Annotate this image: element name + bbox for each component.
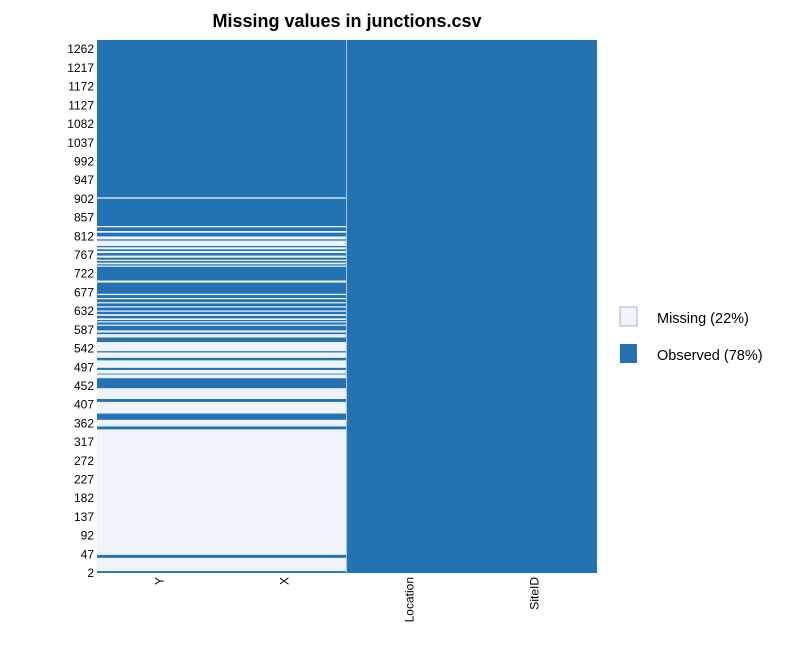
y-tick-label: 182 [74,491,94,505]
missing-band [97,236,346,240]
missing-band [97,297,346,300]
y-tick-label: 497 [74,360,94,374]
missing-band [97,240,346,247]
missing-band [97,401,346,414]
missing-band [97,318,346,321]
missing-band [97,247,346,250]
missing-band [97,310,346,312]
missing-band [97,265,346,267]
y-tick-label: 1127 [68,98,94,112]
missing-band [97,360,346,368]
missing-band [97,231,346,233]
legend-swatch-observed [620,344,637,363]
legend-swatch-missing [619,306,638,327]
y-tick-label: 1217 [67,61,94,75]
y-tick-label: 587 [74,323,94,337]
chart-title: Missing values in junctions.csv [212,11,481,31]
y-tick-label: 92 [81,529,95,543]
missing-band [97,226,346,228]
y-tick-label: 1172 [68,80,94,94]
legend-label-missing: Missing (22%) [657,311,749,327]
y-tick-label: 902 [74,192,94,206]
missing-band [97,429,346,555]
y-tick-label: 992 [74,154,94,168]
x-tick-label: Y [153,577,167,585]
y-tick-label: 857 [74,211,94,225]
missing-band [97,259,346,261]
y-tick-label: 362 [74,416,94,430]
x-tick-labels: Y X Location SiteID [153,577,542,623]
heatmap-cells [97,40,597,573]
y-tick-label: 227 [74,473,94,487]
missing-band [97,352,346,358]
y-tick-label: 722 [74,267,94,281]
missing-band [97,302,346,304]
missing-band [97,197,346,199]
y-tick-label: 677 [74,285,94,299]
y-tick-label: 47 [81,547,95,561]
missing-band [97,280,346,283]
y-tick-label: 452 [74,379,94,393]
missing-band [97,388,346,400]
legend: Missing (22%) Observed (78%) [619,306,763,364]
missing-band [97,293,346,296]
y-tick-label: 407 [74,398,94,412]
y-tick-label: 542 [74,342,94,356]
column-separator [346,40,347,573]
y-tick-label: 947 [74,173,94,187]
y-tick-label: 317 [74,435,94,449]
missing-band [97,255,346,258]
y-tick-label: 2 [87,566,94,580]
column-siteid-observed [472,40,597,573]
missing-band [97,557,346,572]
x-tick-label: X [278,577,292,585]
y-tick-label: 632 [74,304,94,318]
missing-band [97,342,346,352]
missing-band [97,419,346,427]
y-tick-label: 1037 [67,136,94,150]
missing-band [97,262,346,265]
legend-label-observed: Observed (78%) [657,348,763,364]
x-tick-label: SiteID [528,577,542,610]
y-tick-label: 137 [74,510,94,524]
y-tick-label: 1262 [67,42,94,56]
missing-band [97,324,346,326]
missing-band [97,334,346,338]
y-tick-label: 767 [74,248,94,262]
missing-band [97,369,346,374]
missing-band [97,330,346,333]
y-tick-label: 272 [74,454,94,468]
column-location-observed [347,40,472,573]
missing-band [97,306,346,308]
y-tick-labels: 1262 1217 1172 1127 1082 1037 992 947 902 857 812 7… [67,42,94,580]
missing-band [97,250,346,254]
x-tick-label: Location [403,577,417,622]
missing-band [97,321,346,323]
missing-band [97,314,346,316]
y-tick-label: 1082 [67,117,94,131]
y-tick-label: 812 [74,229,94,243]
missing-band [97,374,346,379]
